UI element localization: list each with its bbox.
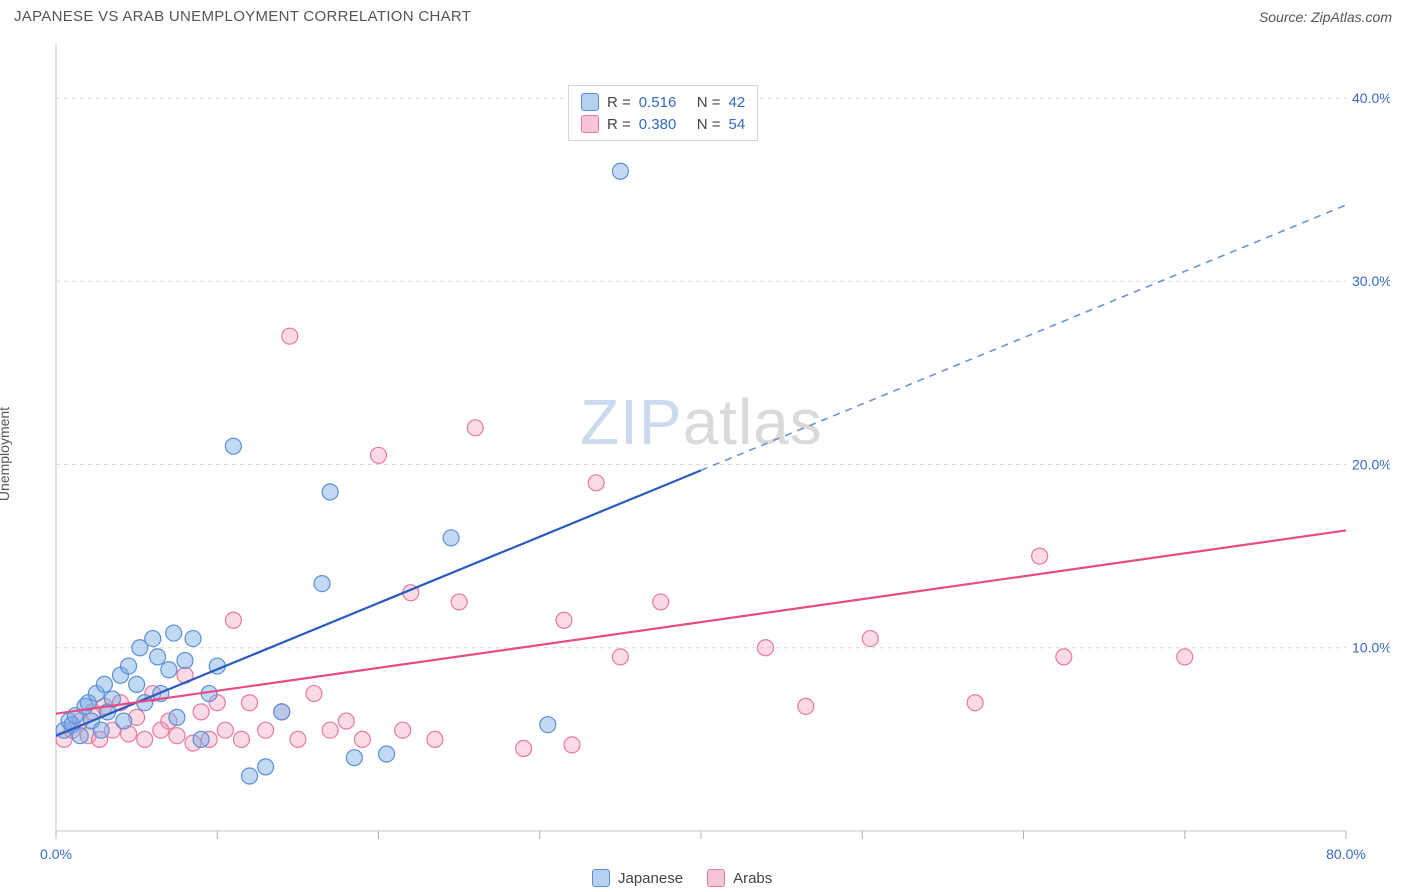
data-point [556, 612, 572, 628]
source-prefix: Source: [1259, 9, 1311, 25]
legend-r-value: 0.380 [639, 116, 689, 133]
data-point [427, 731, 443, 747]
legend-n-value: 42 [729, 94, 746, 111]
data-point [612, 649, 628, 665]
data-point [258, 759, 274, 775]
data-point [395, 722, 411, 738]
legend-r-value: 0.516 [639, 94, 689, 111]
data-point [354, 731, 370, 747]
data-point [588, 475, 604, 491]
data-point [862, 631, 878, 647]
data-point [96, 676, 112, 692]
data-point [758, 640, 774, 656]
data-point [137, 731, 153, 747]
data-point [150, 649, 166, 665]
data-point [467, 420, 483, 436]
legend-swatch-blue [592, 869, 610, 887]
data-point [129, 676, 145, 692]
data-point [540, 717, 556, 733]
trend-line-japanese-extrapolated [701, 205, 1346, 470]
data-point [193, 731, 209, 747]
data-point [225, 438, 241, 454]
data-point [443, 530, 459, 546]
data-point [967, 695, 983, 711]
data-point [282, 328, 298, 344]
data-point [121, 658, 137, 674]
chart-header: JAPANESE VS ARAB UNEMPLOYMENT CORRELATIO… [0, 0, 1406, 29]
data-point [145, 631, 161, 647]
data-point [166, 625, 182, 641]
data-point [798, 698, 814, 714]
svg-text:10.0%: 10.0% [1352, 640, 1390, 656]
chart-title: JAPANESE VS ARAB UNEMPLOYMENT CORRELATIO… [14, 8, 471, 25]
trend-line-japanese [56, 470, 701, 735]
data-point [338, 713, 354, 729]
data-point [322, 484, 338, 500]
data-point [72, 728, 88, 744]
legend-r-label: R = [607, 116, 631, 133]
data-point [306, 686, 322, 702]
legend-swatch-pink [581, 115, 599, 133]
data-point [1177, 649, 1193, 665]
svg-text:0.0%: 0.0% [40, 846, 72, 862]
series-legend-item: Japanese [592, 867, 683, 889]
legend-r-label: R = [607, 94, 631, 111]
legend-n-label: N = [697, 94, 721, 111]
legend-row: R = 0.516 N = 42 [581, 91, 745, 113]
svg-text:20.0%: 20.0% [1352, 456, 1390, 472]
legend-n-value: 54 [729, 116, 746, 133]
data-point [371, 447, 387, 463]
data-point [242, 695, 258, 711]
data-point [258, 722, 274, 738]
legend-n-label: N = [697, 116, 721, 133]
data-point [612, 163, 628, 179]
source-attribution: Source: ZipAtlas.com [1259, 9, 1392, 25]
data-point [225, 612, 241, 628]
data-point [1056, 649, 1072, 665]
svg-text:30.0%: 30.0% [1352, 273, 1390, 289]
data-point [242, 768, 258, 784]
y-axis-label: Unemployment [0, 407, 12, 501]
data-point [169, 709, 185, 725]
svg-text:40.0%: 40.0% [1352, 90, 1390, 106]
data-point [169, 728, 185, 744]
data-point [290, 731, 306, 747]
data-point [161, 662, 177, 678]
data-point [193, 704, 209, 720]
data-point [185, 631, 201, 647]
data-point [274, 704, 290, 720]
legend-row: R = 0.380 N = 54 [581, 113, 745, 135]
chart-container: Unemployment 10.0%20.0%30.0%40.0%0.0%80.… [10, 29, 1396, 879]
data-point [379, 746, 395, 762]
data-point [564, 737, 580, 753]
series-legend-item: Arabs [707, 867, 772, 889]
data-point [516, 741, 532, 757]
svg-text:80.0%: 80.0% [1326, 846, 1366, 862]
data-point [451, 594, 467, 610]
data-point [346, 750, 362, 766]
trend-line-arabs [56, 530, 1346, 713]
data-point [1032, 548, 1048, 564]
data-point [233, 731, 249, 747]
data-point [177, 653, 193, 669]
data-point [217, 722, 233, 738]
series-legend: Japanese Arabs [592, 867, 772, 889]
data-point [93, 722, 109, 738]
legend-swatch-blue [581, 93, 599, 111]
data-point [314, 576, 330, 592]
series-legend-label: Arabs [733, 870, 772, 887]
data-point [653, 594, 669, 610]
data-point [116, 713, 132, 729]
legend-swatch-pink [707, 869, 725, 887]
source-name: ZipAtlas.com [1311, 9, 1392, 25]
correlation-legend: R = 0.516 N = 42 R = 0.380 N = 54 [568, 85, 758, 141]
data-point [322, 722, 338, 738]
series-legend-label: Japanese [618, 870, 683, 887]
scatter-chart: 10.0% 20.0% 30.0% 40.0% 0.0% 80.0% [10, 29, 1390, 879]
